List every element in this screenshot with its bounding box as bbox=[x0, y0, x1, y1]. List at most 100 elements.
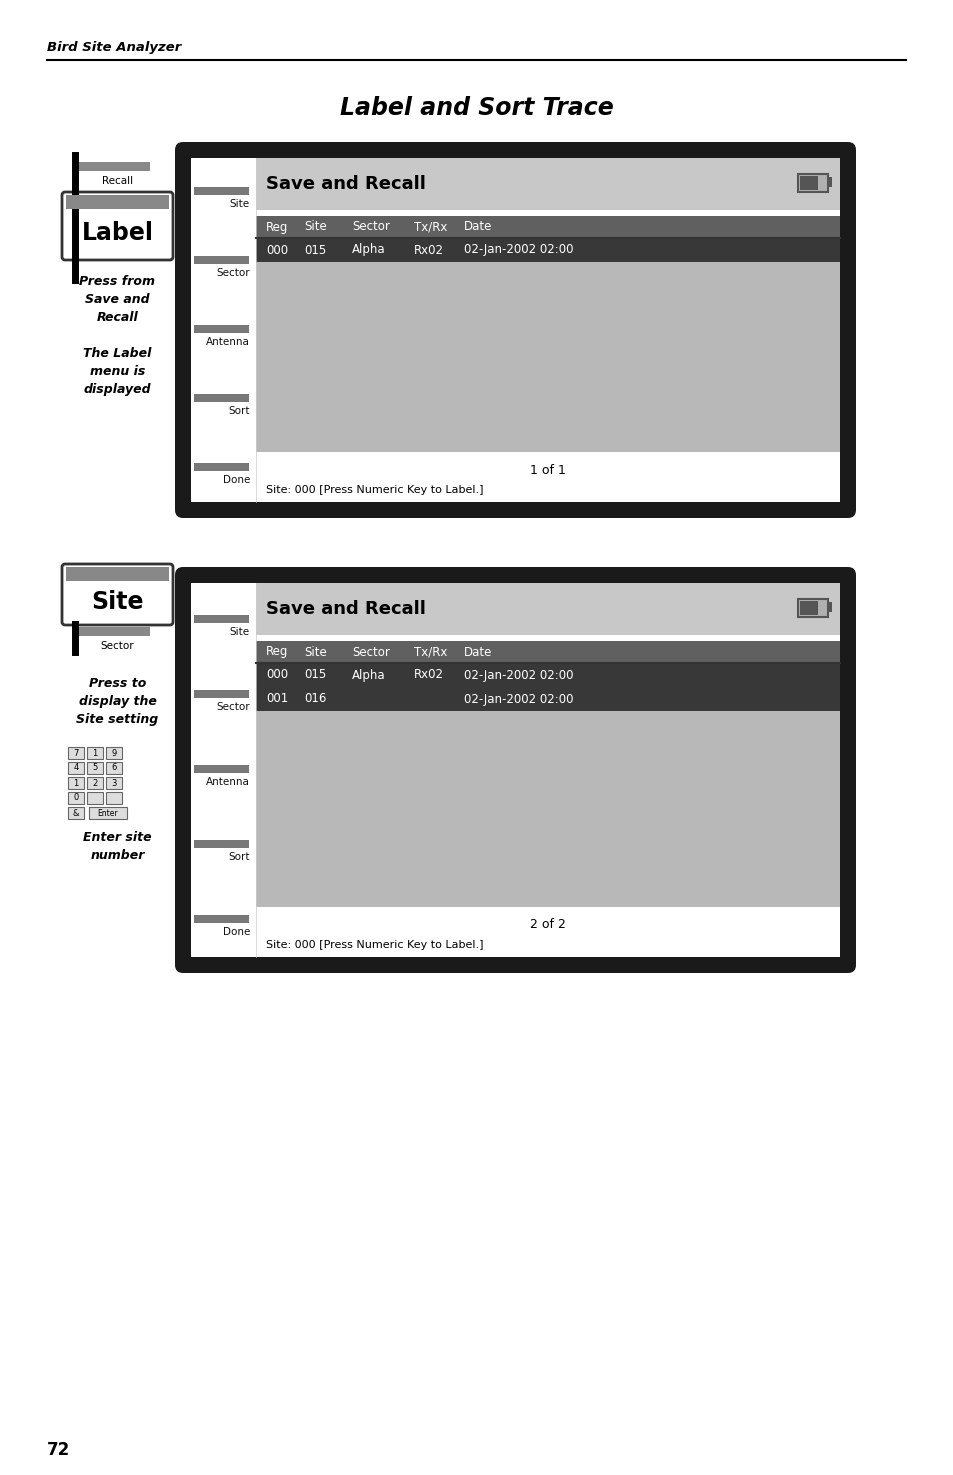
Text: 02-Jan-2002 02:00: 02-Jan-2002 02:00 bbox=[463, 668, 573, 681]
Text: 1: 1 bbox=[73, 779, 78, 788]
Bar bbox=[106, 777, 122, 789]
Text: Site: Site bbox=[91, 590, 144, 614]
Text: Sort: Sort bbox=[229, 851, 250, 861]
Text: Bird Site Analyzer: Bird Site Analyzer bbox=[47, 40, 181, 53]
Text: Site: Site bbox=[230, 627, 250, 637]
Bar bbox=[87, 792, 103, 804]
Text: 1: 1 bbox=[92, 748, 97, 758]
Text: 2: 2 bbox=[92, 779, 97, 788]
Text: Alpha: Alpha bbox=[352, 668, 385, 681]
Text: Enter: Enter bbox=[97, 808, 118, 817]
Bar bbox=[68, 807, 84, 819]
Text: Recall: Recall bbox=[102, 176, 132, 186]
Bar bbox=[193, 187, 249, 195]
Text: 001: 001 bbox=[266, 692, 288, 705]
Bar bbox=[255, 687, 840, 711]
Text: Sector: Sector bbox=[352, 646, 390, 658]
Text: Rx02: Rx02 bbox=[414, 668, 443, 681]
Bar bbox=[68, 792, 84, 804]
Bar bbox=[193, 766, 249, 773]
Bar bbox=[193, 914, 249, 922]
Text: Label and Sort Trace: Label and Sort Trace bbox=[340, 96, 613, 119]
Text: 02-Jan-2002 02:00: 02-Jan-2002 02:00 bbox=[463, 692, 573, 705]
Text: 015: 015 bbox=[304, 243, 326, 257]
Text: 1 of 1: 1 of 1 bbox=[530, 463, 565, 476]
Text: 2 of 2: 2 of 2 bbox=[530, 919, 565, 932]
Text: Done: Done bbox=[222, 475, 250, 485]
Text: Sector: Sector bbox=[352, 220, 390, 233]
Text: 000: 000 bbox=[266, 243, 288, 257]
FancyBboxPatch shape bbox=[174, 566, 855, 974]
Text: 000: 000 bbox=[266, 668, 288, 681]
Text: 9: 9 bbox=[112, 748, 116, 758]
Bar bbox=[193, 615, 249, 624]
Bar bbox=[193, 690, 249, 698]
Bar bbox=[106, 746, 122, 760]
Text: Done: Done bbox=[222, 926, 250, 937]
Text: 7: 7 bbox=[73, 748, 78, 758]
Text: 5: 5 bbox=[92, 764, 97, 773]
Bar bbox=[68, 746, 84, 760]
Bar bbox=[106, 792, 122, 804]
Text: Site: 000 [Press Numeric Key to Label.]: Site: 000 [Press Numeric Key to Label.] bbox=[266, 940, 483, 950]
Text: 4: 4 bbox=[73, 764, 78, 773]
Text: 0: 0 bbox=[73, 794, 78, 802]
Bar bbox=[193, 324, 249, 333]
Text: Reg: Reg bbox=[266, 646, 288, 658]
Bar bbox=[75, 162, 150, 171]
Bar bbox=[255, 158, 840, 209]
Bar bbox=[797, 174, 827, 192]
Bar bbox=[191, 583, 255, 957]
Text: 6: 6 bbox=[112, 764, 116, 773]
Text: Press to
display the
Site setting: Press to display the Site setting bbox=[76, 677, 158, 726]
FancyBboxPatch shape bbox=[62, 563, 172, 625]
Bar bbox=[193, 394, 249, 401]
Text: Save and Recall: Save and Recall bbox=[266, 600, 425, 618]
Bar bbox=[193, 257, 249, 264]
Text: Tx/Rx: Tx/Rx bbox=[414, 646, 447, 658]
Text: 72: 72 bbox=[47, 1441, 71, 1459]
Bar bbox=[255, 263, 840, 451]
Text: 015: 015 bbox=[304, 668, 326, 681]
Text: Date: Date bbox=[463, 220, 492, 233]
Bar bbox=[827, 602, 831, 612]
Bar bbox=[87, 746, 103, 760]
Bar bbox=[797, 599, 827, 617]
Bar bbox=[800, 176, 817, 190]
Bar bbox=[193, 463, 249, 471]
Bar bbox=[193, 839, 249, 848]
Text: Sort: Sort bbox=[229, 406, 250, 416]
Text: Site: Site bbox=[230, 199, 250, 209]
Bar bbox=[87, 777, 103, 789]
Text: Alpha: Alpha bbox=[352, 243, 385, 257]
FancyBboxPatch shape bbox=[174, 142, 855, 518]
Text: 02-Jan-2002 02:00: 02-Jan-2002 02:00 bbox=[463, 243, 573, 257]
Text: Save and Recall: Save and Recall bbox=[266, 176, 425, 193]
Text: 3: 3 bbox=[112, 779, 116, 788]
Text: Site: Site bbox=[304, 220, 327, 233]
Bar bbox=[106, 763, 122, 774]
Bar bbox=[827, 177, 831, 187]
Bar bbox=[191, 158, 255, 502]
Bar bbox=[75, 627, 150, 636]
Text: Rx02: Rx02 bbox=[414, 243, 443, 257]
Text: Site: 000 [Press Numeric Key to Label.]: Site: 000 [Press Numeric Key to Label.] bbox=[266, 485, 483, 496]
Text: &: & bbox=[72, 808, 79, 817]
Text: 016: 016 bbox=[304, 692, 326, 705]
Text: Reg: Reg bbox=[266, 220, 288, 233]
Text: Label: Label bbox=[81, 221, 153, 245]
Bar bbox=[255, 642, 840, 662]
Bar bbox=[255, 583, 840, 636]
Bar bbox=[255, 662, 840, 687]
Text: Sector: Sector bbox=[216, 702, 250, 712]
Text: Sector: Sector bbox=[101, 642, 134, 650]
Bar bbox=[66, 195, 169, 209]
Bar bbox=[255, 711, 840, 907]
Text: Enter site
number: Enter site number bbox=[83, 830, 152, 861]
Bar bbox=[89, 807, 127, 819]
Bar bbox=[87, 763, 103, 774]
Bar bbox=[800, 600, 817, 615]
FancyBboxPatch shape bbox=[62, 192, 172, 260]
Bar bbox=[255, 215, 840, 237]
Bar bbox=[191, 583, 840, 957]
